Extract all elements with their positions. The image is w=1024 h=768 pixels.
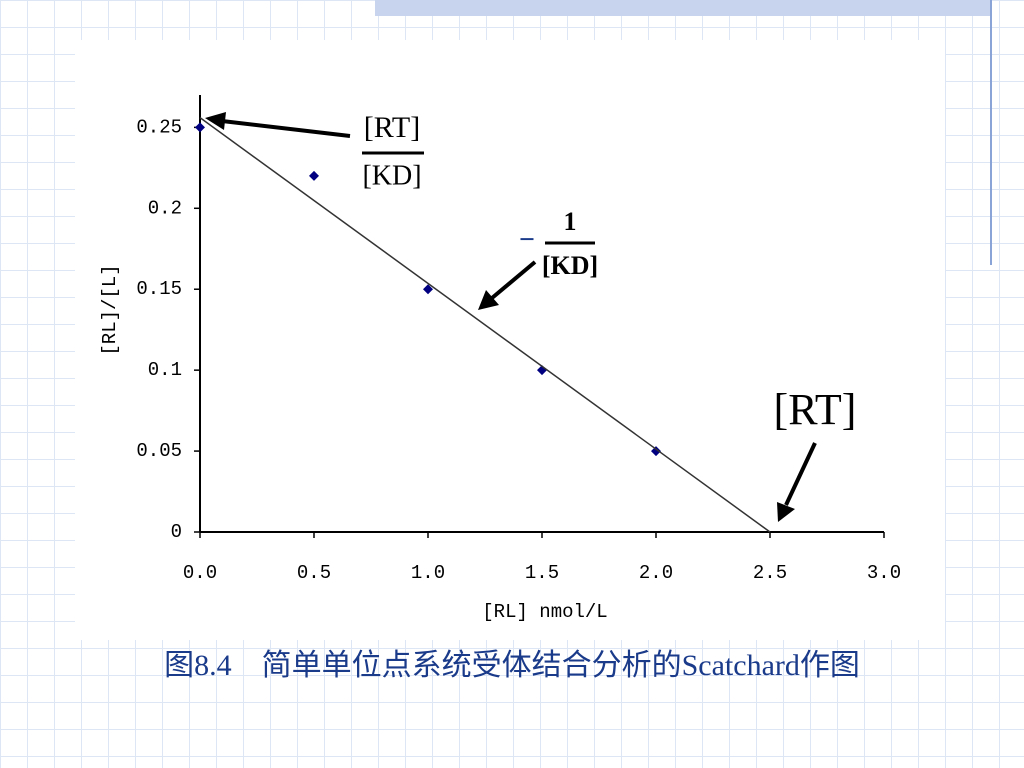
x-axis-label: [RL] nmol/L (482, 601, 607, 623)
y-tick-label: 0.1 (148, 359, 182, 381)
arrow (490, 260, 537, 300)
side-line (990, 0, 992, 265)
header-band (375, 0, 990, 16)
annotation: [KD] (542, 251, 598, 280)
y-tick-label: 0.15 (136, 278, 182, 300)
x-tick-label: 1.0 (411, 562, 445, 584)
y-tick-label: 0.25 (136, 116, 182, 138)
data-point (651, 446, 661, 457)
x-tick-label: 3.0 (867, 562, 901, 584)
arrow-head (777, 502, 795, 522)
x-tick-label: 1.5 (525, 562, 559, 584)
y-tick-label: 0.2 (148, 197, 182, 219)
annotation: [RT] (364, 111, 421, 144)
annotation: 1 (564, 207, 577, 236)
arrows (205, 112, 817, 522)
x-tick-label: 0.5 (297, 562, 331, 584)
arrow (221, 119, 351, 138)
caption: 图8.4 简单单位点系统受体结合分析的Scatchard作图 (164, 649, 860, 682)
fit-line (199, 117, 771, 533)
x-tick-label: 0.0 (183, 562, 217, 584)
annotation: [RT] (774, 385, 857, 434)
x-tick-label: 2.5 (753, 562, 787, 584)
y-axis-label: [RL]/[L] (99, 264, 121, 355)
y-tick-label: 0.05 (136, 440, 182, 462)
annotation: [KD] (362, 160, 421, 191)
y-tick-label: 0 (171, 521, 182, 543)
data-point (195, 122, 205, 133)
arrow (784, 442, 817, 506)
data-point (423, 284, 433, 295)
x-tick-label: 2.0 (639, 562, 673, 584)
arrow-head (478, 290, 499, 310)
data-point (309, 170, 319, 181)
arrow-head (205, 112, 226, 130)
annotation: − (519, 224, 535, 255)
plot-background (75, 40, 945, 640)
